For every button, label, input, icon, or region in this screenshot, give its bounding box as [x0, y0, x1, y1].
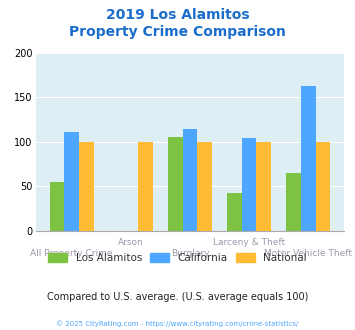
Bar: [286, 173, 301, 231]
Bar: [138, 142, 153, 231]
Bar: [301, 86, 316, 231]
Bar: [316, 142, 330, 231]
Bar: [168, 137, 182, 231]
Text: Burglary: Burglary: [171, 249, 209, 258]
Bar: [197, 142, 212, 231]
Legend: Los Alamitos, California, National: Los Alamitos, California, National: [44, 249, 311, 267]
Bar: [79, 142, 94, 231]
Text: © 2025 CityRating.com - https://www.cityrating.com/crime-statistics/: © 2025 CityRating.com - https://www.city…: [56, 320, 299, 327]
Text: Compared to U.S. average. (U.S. average equals 100): Compared to U.S. average. (U.S. average …: [47, 292, 308, 302]
Bar: [50, 182, 64, 231]
Bar: [256, 142, 271, 231]
Text: Arson: Arson: [118, 238, 144, 247]
Text: Larceny & Theft: Larceny & Theft: [213, 238, 285, 247]
Text: Property Crime Comparison: Property Crime Comparison: [69, 25, 286, 39]
Bar: [64, 132, 79, 231]
Bar: [182, 129, 197, 231]
Bar: [227, 193, 242, 231]
Text: 2019 Los Alamitos: 2019 Los Alamitos: [106, 8, 249, 22]
Text: All Property Crime: All Property Crime: [31, 249, 113, 258]
Bar: [242, 138, 256, 231]
Text: Motor Vehicle Theft: Motor Vehicle Theft: [264, 249, 352, 258]
